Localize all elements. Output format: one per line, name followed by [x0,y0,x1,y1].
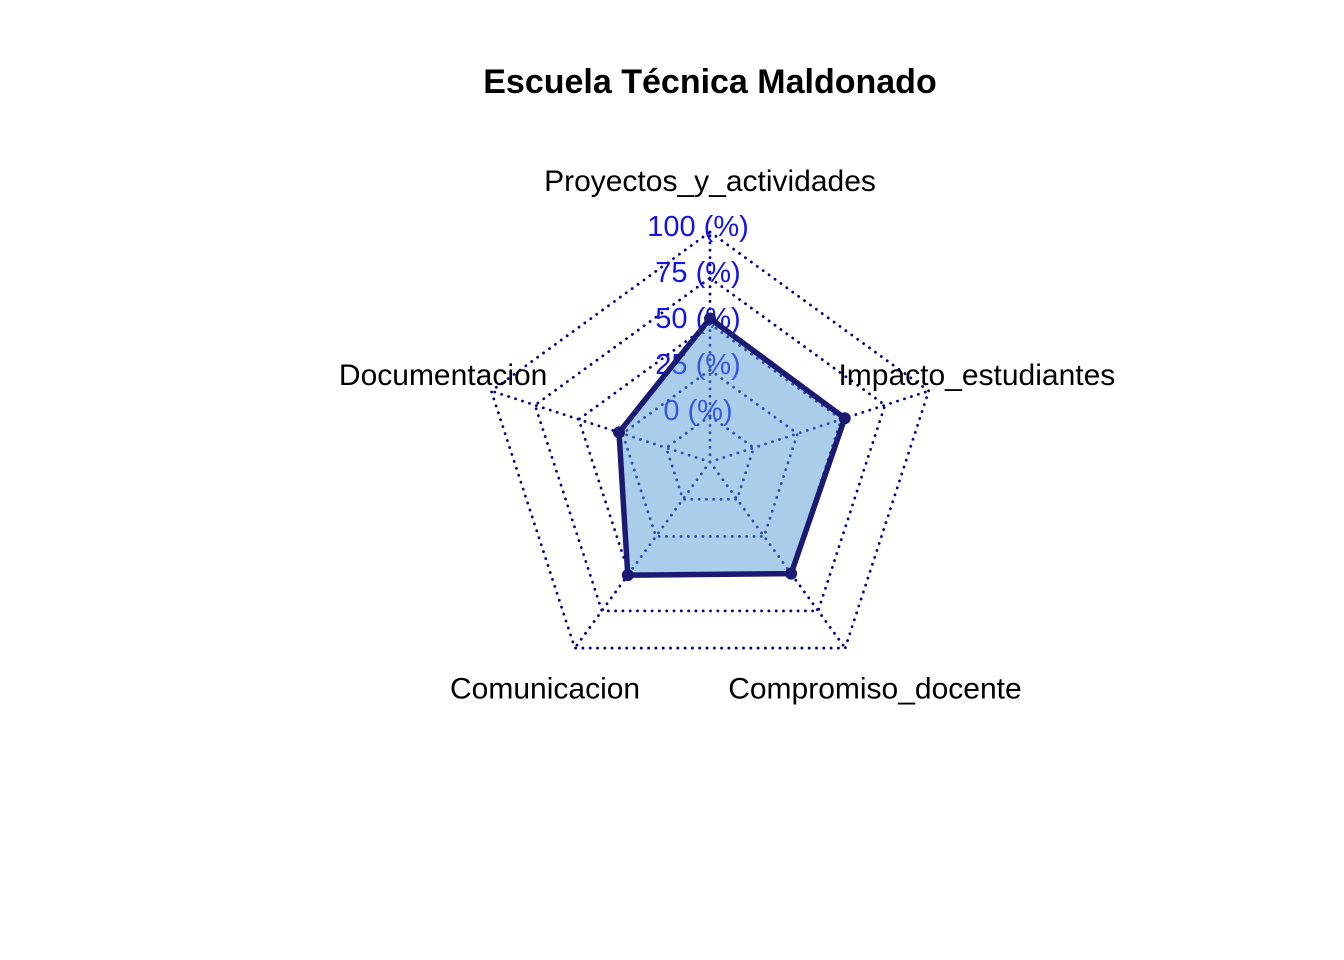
axis-label-documentacion: Documentacion [339,359,547,392]
data-series [613,312,851,582]
data-polygon [616,315,848,578]
chart-title: Escuela Técnica Maldonado [483,63,936,101]
data-point [785,567,798,580]
grid-ring [489,230,931,650]
data-point [838,412,851,425]
axis-label-impacto_estudiantes: Impacto_estudiantes [838,359,1115,392]
data-point [704,312,716,325]
data-point [613,426,626,439]
grid-ring [533,276,887,613]
tick-label: 75 (%) [655,257,740,289]
axis-label-comunicacion: Comunicacion [450,673,640,706]
axis-label-proyectos_y_actividades: Proyectos_y_actividades [544,165,876,198]
axis-labels: Proyectos_y_actividades Impacto_estudiant… [339,165,1115,706]
tick-label: 100 (%) [647,211,749,243]
data-point [621,569,634,582]
axis-label-compromiso_docente: Compromiso_docente [728,673,1021,706]
